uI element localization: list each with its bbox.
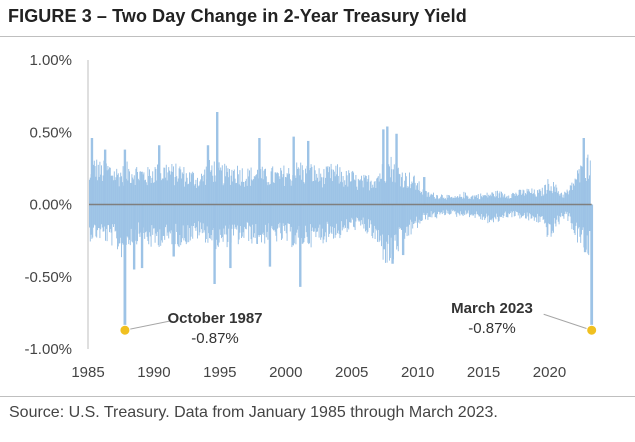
annotation-value: -0.87% — [468, 320, 516, 337]
x-tick-label: 1995 — [203, 364, 236, 381]
x-axis-ticks: 1985 1990 1995 2000 2005 2010 2015 2020 — [71, 364, 566, 381]
x-tick-label: 1990 — [137, 364, 170, 381]
source-divider — [0, 396, 635, 397]
y-tick-label: -1.00% — [24, 341, 72, 358]
y-tick-label: 1.00% — [29, 52, 72, 69]
data-bars-group — [89, 112, 594, 331]
x-tick-label: 2015 — [467, 364, 500, 381]
chart-title: FIGURE 3 – Two Day Change in 2-Year Trea… — [8, 6, 467, 26]
y-tick-label: 0.00% — [29, 197, 72, 214]
annotation-leader — [124, 320, 170, 331]
x-tick-label: 2000 — [269, 364, 302, 381]
annotation-value: -0.87% — [191, 330, 239, 347]
extreme-marker — [119, 324, 131, 336]
annotation-title: March 2023 — [451, 300, 533, 317]
x-tick-label: 1985 — [71, 364, 104, 381]
x-tick-label: 2020 — [533, 364, 566, 381]
annotations-group: October 1987 -0.87% March 2023 -0.87% — [119, 300, 598, 347]
x-tick-label: 2005 — [335, 364, 368, 381]
title-divider — [0, 36, 635, 37]
y-tick-label: 0.50% — [29, 124, 72, 141]
annotation-title: October 1987 — [167, 310, 262, 327]
y-tick-label: -0.50% — [24, 269, 72, 286]
y-axis-ticks: 1.00% 0.50% 0.00% -0.50% -1.00% — [24, 52, 72, 358]
chart: 1.00% 0.50% 0.00% -0.50% -1.00% 1985 1990 1995… — [24, 52, 598, 381]
source-note: Source: U.S. Treasury. Data from January… — [9, 404, 498, 421]
annotation-leader — [543, 313, 592, 331]
x-tick-label: 2010 — [401, 364, 434, 381]
extreme-marker — [586, 324, 598, 336]
